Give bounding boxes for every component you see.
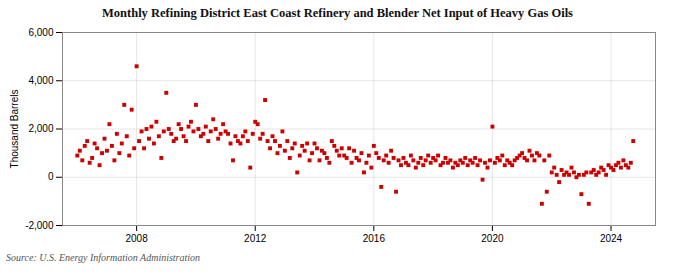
svg-text:2020: 2020 <box>481 233 504 244</box>
svg-text:0: 0 <box>48 171 54 182</box>
svg-text:2008: 2008 <box>126 233 149 244</box>
svg-text:Thousand Barrels: Thousand Barrels <box>9 90 20 169</box>
svg-text:2024: 2024 <box>600 233 623 244</box>
svg-text:4,000: 4,000 <box>28 75 53 86</box>
svg-text:2,000: 2,000 <box>28 123 53 134</box>
svg-text:-2,000: -2,000 <box>25 220 54 231</box>
html-text:Monthly Refining District East: Monthly Refining District East Coast Ref… <box>102 6 573 20</box>
svg-text:6,000: 6,000 <box>28 27 53 38</box>
svg-text:2012: 2012 <box>244 233 267 244</box>
svg-text:2016: 2016 <box>363 233 386 244</box>
html-text:Source: U.S. Energy Informatio: Source: U.S. Energy Information Administ… <box>6 252 201 263</box>
